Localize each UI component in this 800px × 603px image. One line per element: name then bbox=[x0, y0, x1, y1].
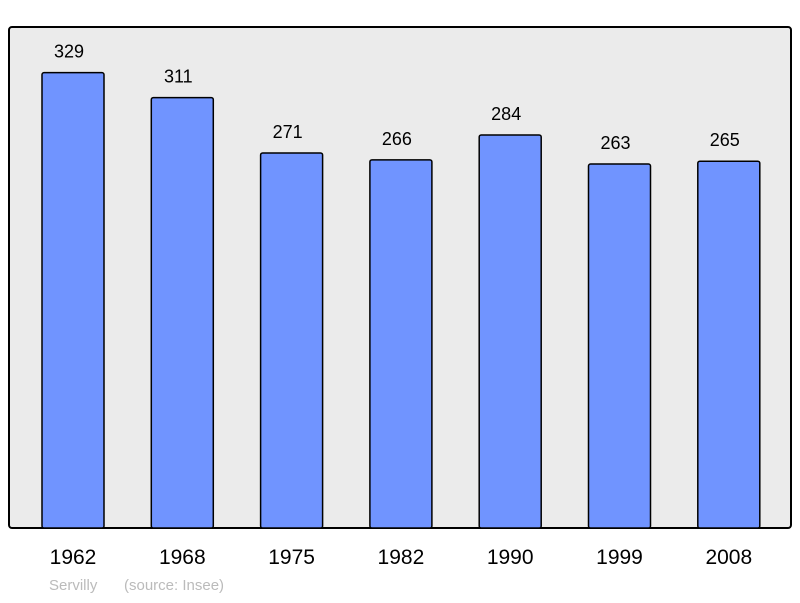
bar-1990 bbox=[478, 134, 542, 529]
x-tick-label-1990: 1990 bbox=[487, 546, 534, 569]
bar-1975 bbox=[259, 152, 324, 529]
data-label-1990: 284 bbox=[491, 104, 521, 124]
bar-2008 bbox=[697, 160, 761, 529]
x-tick-label-1962: 1962 bbox=[50, 546, 97, 569]
data-label-1999: 263 bbox=[600, 133, 630, 153]
x-tick-label-1968: 1968 bbox=[159, 546, 206, 569]
data-label-1968: 311 bbox=[164, 67, 193, 87]
x-tick-label-1982: 1982 bbox=[378, 546, 425, 569]
bar-1968 bbox=[150, 96, 215, 529]
x-tick-label-1999: 1999 bbox=[596, 546, 643, 569]
data-label-1962: 329 bbox=[54, 42, 84, 62]
footer-source: (source: Insee) bbox=[124, 577, 224, 594]
bar-1999 bbox=[587, 163, 652, 529]
data-label-2008: 265 bbox=[710, 130, 740, 150]
x-tick-label-2008: 2008 bbox=[705, 546, 752, 569]
x-tick-label-1975: 1975 bbox=[268, 546, 315, 569]
footer-place: Servilly bbox=[49, 577, 98, 594]
data-label-1975: 271 bbox=[273, 122, 303, 142]
bar-1962 bbox=[41, 71, 105, 529]
data-label-1982: 266 bbox=[382, 129, 412, 149]
bar-1982 bbox=[369, 159, 433, 529]
